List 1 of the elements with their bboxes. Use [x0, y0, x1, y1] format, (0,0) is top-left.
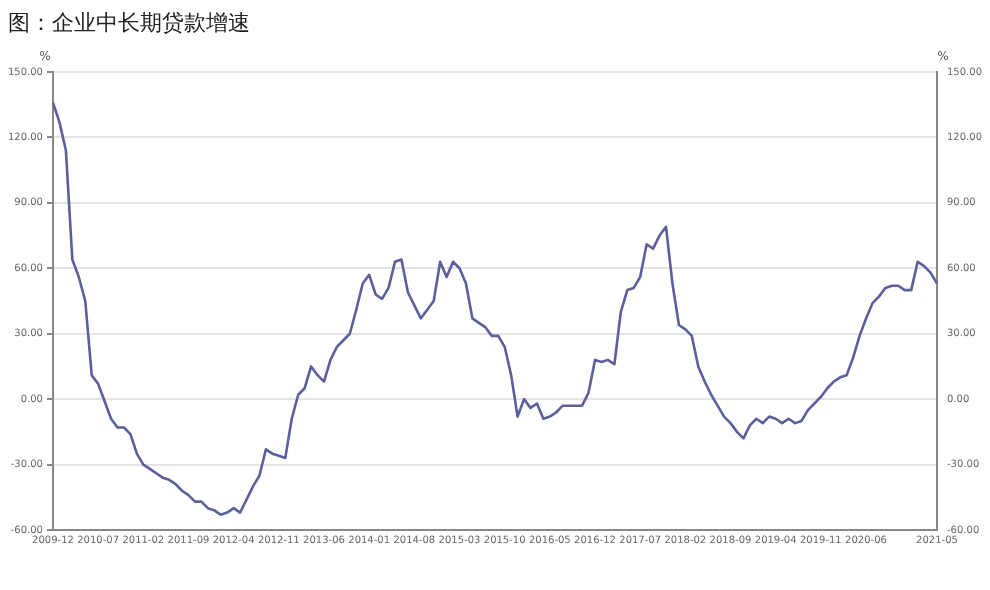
chart-title: 图：企业中长期贷款增速 — [8, 8, 250, 38]
